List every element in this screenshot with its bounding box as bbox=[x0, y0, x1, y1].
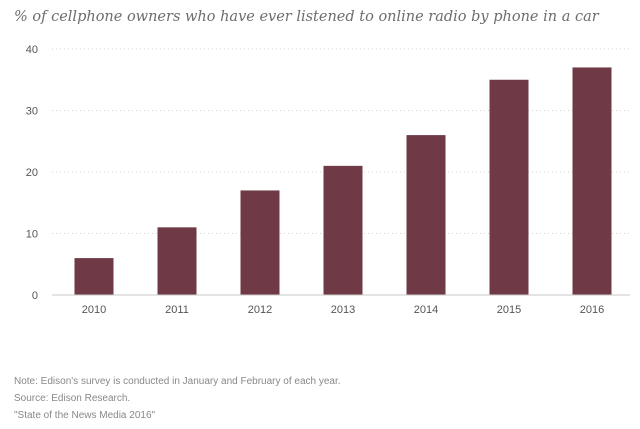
bar-2012 bbox=[240, 190, 280, 295]
bar-2014 bbox=[406, 135, 446, 295]
y-tick-label: 0 bbox=[32, 290, 38, 302]
bars bbox=[74, 67, 612, 295]
chart-title: % of cellphone owners who have ever list… bbox=[14, 9, 599, 25]
x-tick-label: 2016 bbox=[580, 304, 604, 316]
chart-notes: Note: Edison's survey is conducted in Ja… bbox=[14, 373, 341, 424]
y-tick-label: 40 bbox=[26, 44, 38, 56]
y-tick-label: 10 bbox=[26, 229, 38, 241]
bar-2011 bbox=[157, 227, 197, 295]
note-text: Note: Edison's survey is conducted in Ja… bbox=[14, 376, 341, 387]
x-tick-label: 2015 bbox=[497, 304, 521, 316]
x-tick-label: 2014 bbox=[414, 304, 438, 316]
y-axis: 0 10 20 30 40 bbox=[26, 44, 38, 302]
bar-2016 bbox=[572, 67, 612, 295]
x-tick-label: 2011 bbox=[165, 304, 189, 316]
bar-2010 bbox=[74, 258, 114, 295]
bar-2013 bbox=[323, 165, 363, 295]
x-tick-label: 2013 bbox=[331, 304, 355, 316]
x-axis: 2010 2011 2012 2013 2014 2015 2016 bbox=[82, 304, 604, 316]
x-tick-label: 2010 bbox=[82, 304, 106, 316]
x-tick-label: 2012 bbox=[248, 304, 272, 316]
y-tick-label: 30 bbox=[26, 106, 38, 118]
source-text: Source: Edison Research. bbox=[14, 393, 131, 404]
y-tick-label: 20 bbox=[26, 167, 38, 179]
bar-2015 bbox=[489, 79, 529, 295]
report-text: "State of the News Media 2016" bbox=[14, 410, 156, 421]
